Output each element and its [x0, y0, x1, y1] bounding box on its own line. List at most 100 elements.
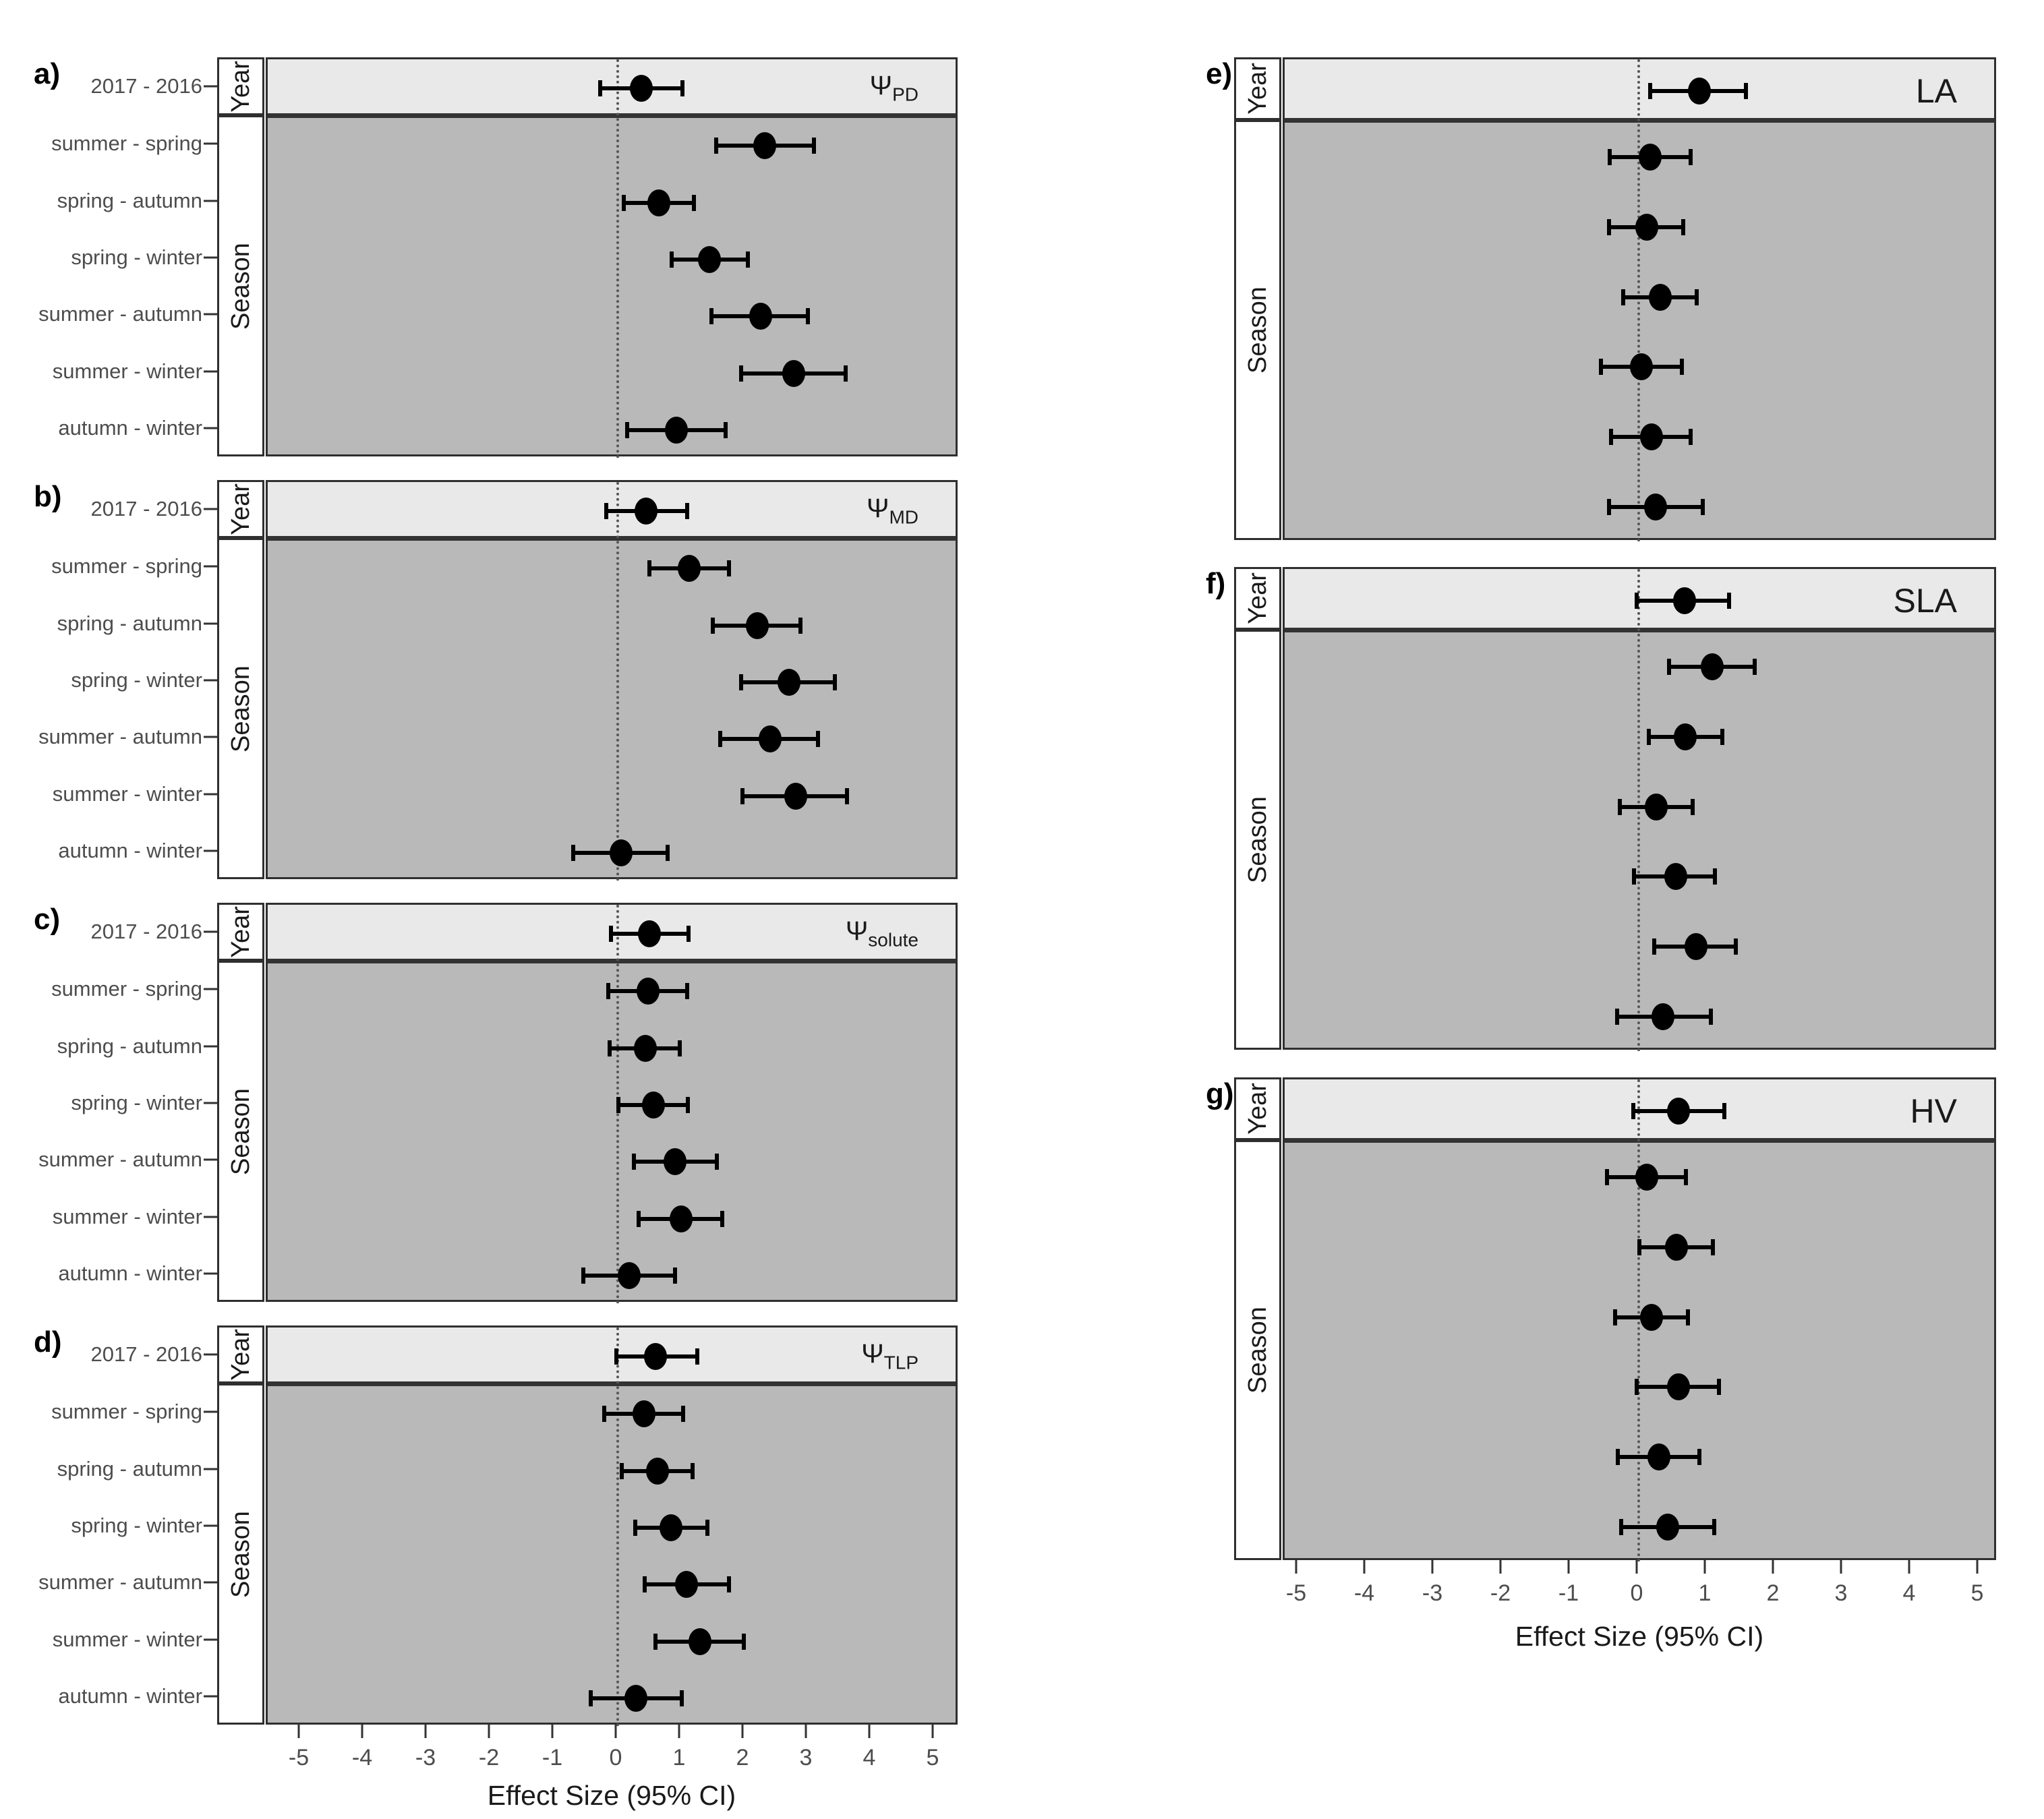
row-label: summer - spring — [51, 977, 202, 1001]
zero-reference-line — [616, 59, 619, 458]
x-axis-tick — [805, 1725, 807, 1738]
x-axis-title-left: Effect Size (95% CI) — [487, 1780, 736, 1811]
row-label: summer - spring — [51, 554, 202, 578]
x-axis-tick — [614, 1725, 617, 1738]
ci-cap-low — [718, 731, 723, 748]
ci-cap-low — [622, 194, 626, 211]
x-axis-tick-label: -4 — [351, 1745, 373, 1770]
point-estimate — [1666, 1373, 1690, 1401]
strip-season-label: Season — [226, 1087, 255, 1175]
ci-cap-high — [1743, 82, 1748, 99]
panel-g-plot: HV — [1283, 1077, 1996, 1562]
point-estimate — [1639, 143, 1662, 171]
ci-cap-low — [709, 308, 714, 325]
x-axis-tick — [1431, 1560, 1434, 1574]
ci-cap-low — [631, 1154, 636, 1170]
x-axis-tick — [1976, 1560, 1979, 1574]
row-label: spring - autumn — [57, 611, 202, 635]
ci-cap-high — [1697, 1449, 1701, 1466]
y-axis-tick — [204, 1638, 217, 1640]
panel-title-a: ΨPD — [869, 71, 918, 105]
ci-cap-high — [1720, 728, 1725, 745]
ci-cap-high — [1711, 1239, 1716, 1255]
x-axis-tick-label: 5 — [926, 1745, 939, 1770]
y-axis-tick — [204, 1272, 217, 1275]
ci-cap-high — [705, 1519, 709, 1536]
ci-cap-low — [602, 1406, 607, 1423]
ci-cap-high — [1722, 1102, 1727, 1119]
point-estimate — [1666, 1097, 1690, 1125]
ci-cap-low — [1667, 658, 1672, 675]
x-axis-tick-label: 2 — [736, 1745, 749, 1770]
strip-year-label: Year — [1243, 1083, 1272, 1135]
ci-cap-low — [614, 1348, 619, 1365]
ci-cap-low — [608, 926, 613, 942]
row-label: spring - winter — [71, 1513, 202, 1537]
strip-year-label: Year — [226, 60, 255, 113]
ci-cap-low — [571, 844, 576, 861]
zero-reference-line — [1637, 569, 1640, 1052]
ci-cap-high — [833, 674, 838, 690]
ci-cap-low — [643, 1576, 647, 1593]
ci-cap-low — [588, 1690, 593, 1706]
point-estimate — [641, 1091, 665, 1119]
point-estimate — [647, 189, 671, 216]
ci-cap-low — [616, 1096, 620, 1113]
point-estimate — [635, 498, 658, 525]
ci-cap-low — [637, 1210, 641, 1227]
strip-year-label: Year — [226, 905, 255, 958]
strip-season: Season — [217, 115, 264, 456]
point-estimate — [753, 132, 777, 160]
ci-cap-high — [1690, 798, 1695, 815]
y-axis-tick — [204, 1102, 217, 1104]
ci-cap-high — [812, 138, 817, 154]
ci-cap-low — [1614, 1009, 1619, 1025]
x-axis-tick — [931, 1725, 934, 1738]
season-band — [268, 961, 956, 1300]
row-label: summer - autumn — [38, 725, 202, 749]
x-axis-tick-label: -1 — [1558, 1580, 1579, 1606]
x-axis-tick — [1703, 1560, 1706, 1574]
x-axis-tick — [741, 1725, 744, 1738]
y-axis-tick — [204, 679, 217, 682]
x-axis-tick-label: 3 — [1834, 1580, 1848, 1606]
strip-year: Year — [1234, 1077, 1281, 1140]
x-axis-tick-label: -5 — [288, 1745, 310, 1770]
strip-season-label: Season — [226, 1510, 255, 1598]
ci-cap-high — [1694, 289, 1699, 305]
ci-cap-high — [690, 1462, 695, 1479]
ci-cap-low — [1634, 592, 1639, 609]
ci-cap-low — [581, 1267, 586, 1284]
point-estimate — [784, 782, 808, 810]
ci-cap-high — [1712, 1519, 1717, 1536]
ci-cap-high — [1688, 148, 1693, 165]
strip-season-label: Season — [226, 665, 255, 752]
panel-title-e: LA — [1915, 71, 1957, 110]
y-axis-tick — [204, 427, 217, 429]
ci-cap-high — [844, 365, 848, 382]
ci-cap-high — [714, 1154, 719, 1170]
point-estimate — [782, 359, 806, 387]
point-estimate — [629, 75, 653, 102]
ci-cap-low — [1637, 1239, 1641, 1255]
y-axis-tick — [204, 1524, 217, 1527]
ci-cap-low — [604, 503, 609, 519]
y-axis-tick — [204, 988, 217, 990]
x-axis-tick-label: 4 — [1902, 1580, 1916, 1606]
point-estimate — [1673, 723, 1697, 750]
ci-cap-high — [672, 1267, 677, 1284]
row-label: spring - autumn — [57, 1034, 202, 1058]
point-estimate — [689, 1628, 712, 1655]
ci-cap-high — [685, 503, 690, 519]
ci-cap-low — [713, 138, 718, 154]
strip-season: Season — [217, 961, 264, 1302]
point-estimate — [659, 1514, 682, 1541]
strip-year: Year — [1234, 57, 1281, 120]
row-label: 2017 - 2016 — [90, 497, 202, 520]
strip-year: Year — [217, 903, 264, 961]
x-axis-tick — [1772, 1560, 1774, 1574]
strip-year-label: Year — [1243, 63, 1272, 115]
year-season-divider — [268, 1381, 956, 1386]
x-axis-tick-label: -5 — [1285, 1580, 1307, 1606]
x-axis-tick-label: 0 — [609, 1745, 622, 1770]
